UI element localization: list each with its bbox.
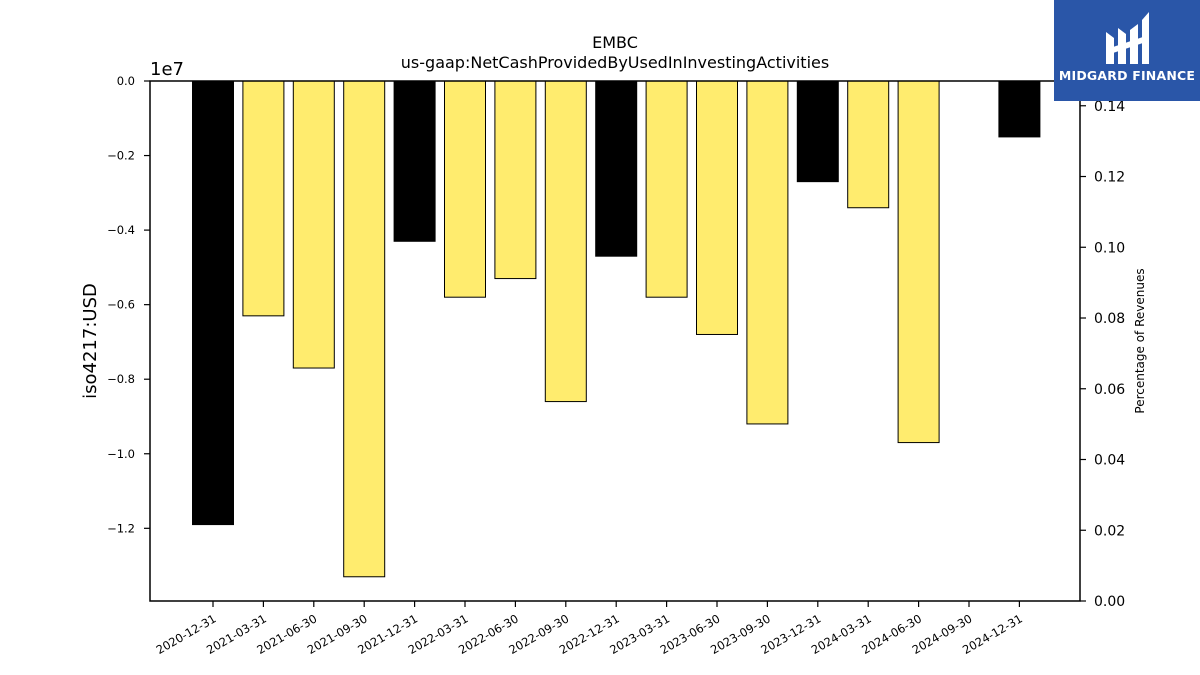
bar-2022-12-31 (595, 80, 638, 257)
brand-logo: MIDGARD FINANCE (1054, 0, 1200, 101)
bar-2023-06-30 (696, 80, 738, 335)
bar-2021-06-30 (292, 80, 335, 369)
y-tick-label: −1.0 (107, 447, 135, 461)
secondary-y-axis-label: Percentage of Revenues (1133, 268, 1147, 413)
y-tick-label: −0.6 (107, 298, 135, 312)
plot-frame (149, 80, 1081, 602)
bar-2024-12-31 (998, 80, 1041, 138)
bar-series (192, 80, 1041, 578)
bar-2022-06-30 (494, 80, 537, 280)
bar-2021-09-30 (343, 80, 386, 578)
y2-tick-label: 0.04 (1094, 453, 1125, 469)
bar-2024-03-31 (847, 80, 890, 209)
bar-2024-06-30 (897, 80, 940, 444)
y2-tick-label: 0.06 (1094, 382, 1125, 398)
bar-2021-03-31 (242, 80, 285, 317)
y2-tick-label: 0.12 (1094, 170, 1125, 186)
chart-title: EMBC (592, 33, 638, 52)
y-tick-label: −0.4 (107, 223, 135, 237)
brand-name: MIDGARD FINANCE (1058, 68, 1196, 83)
y-tick-label: −0.8 (107, 372, 135, 386)
y-axis-label: iso4217:USD (80, 283, 101, 399)
y2-tick-label: 0.08 (1094, 311, 1125, 327)
y2-tick-label: 0.14 (1094, 99, 1125, 115)
y-axis-scale-label: 1e7 (150, 59, 184, 80)
bar-2020-12-31 (192, 80, 234, 526)
y-tick-label: −0.2 (107, 149, 135, 163)
bar-2023-09-30 (746, 80, 789, 425)
bar-2022-03-31 (444, 80, 486, 298)
y2-tick-label: 0.02 (1094, 523, 1125, 539)
bar-2023-12-31 (796, 80, 839, 183)
chart-subtitle: us-gaap:NetCashProvidedByUsedInInvesting… (401, 53, 829, 72)
bar-2021-12-31 (393, 80, 436, 242)
bar-2023-03-31 (645, 80, 688, 298)
midgard-logo-icon (1106, 12, 1149, 64)
y2-tick-label: 0.00 (1094, 594, 1125, 610)
y-tick-label: −1.2 (107, 521, 135, 535)
y-tick-label: 0.0 (117, 74, 135, 88)
bar-2022-09-30 (544, 80, 587, 403)
y2-tick-label: 0.10 (1094, 240, 1125, 256)
